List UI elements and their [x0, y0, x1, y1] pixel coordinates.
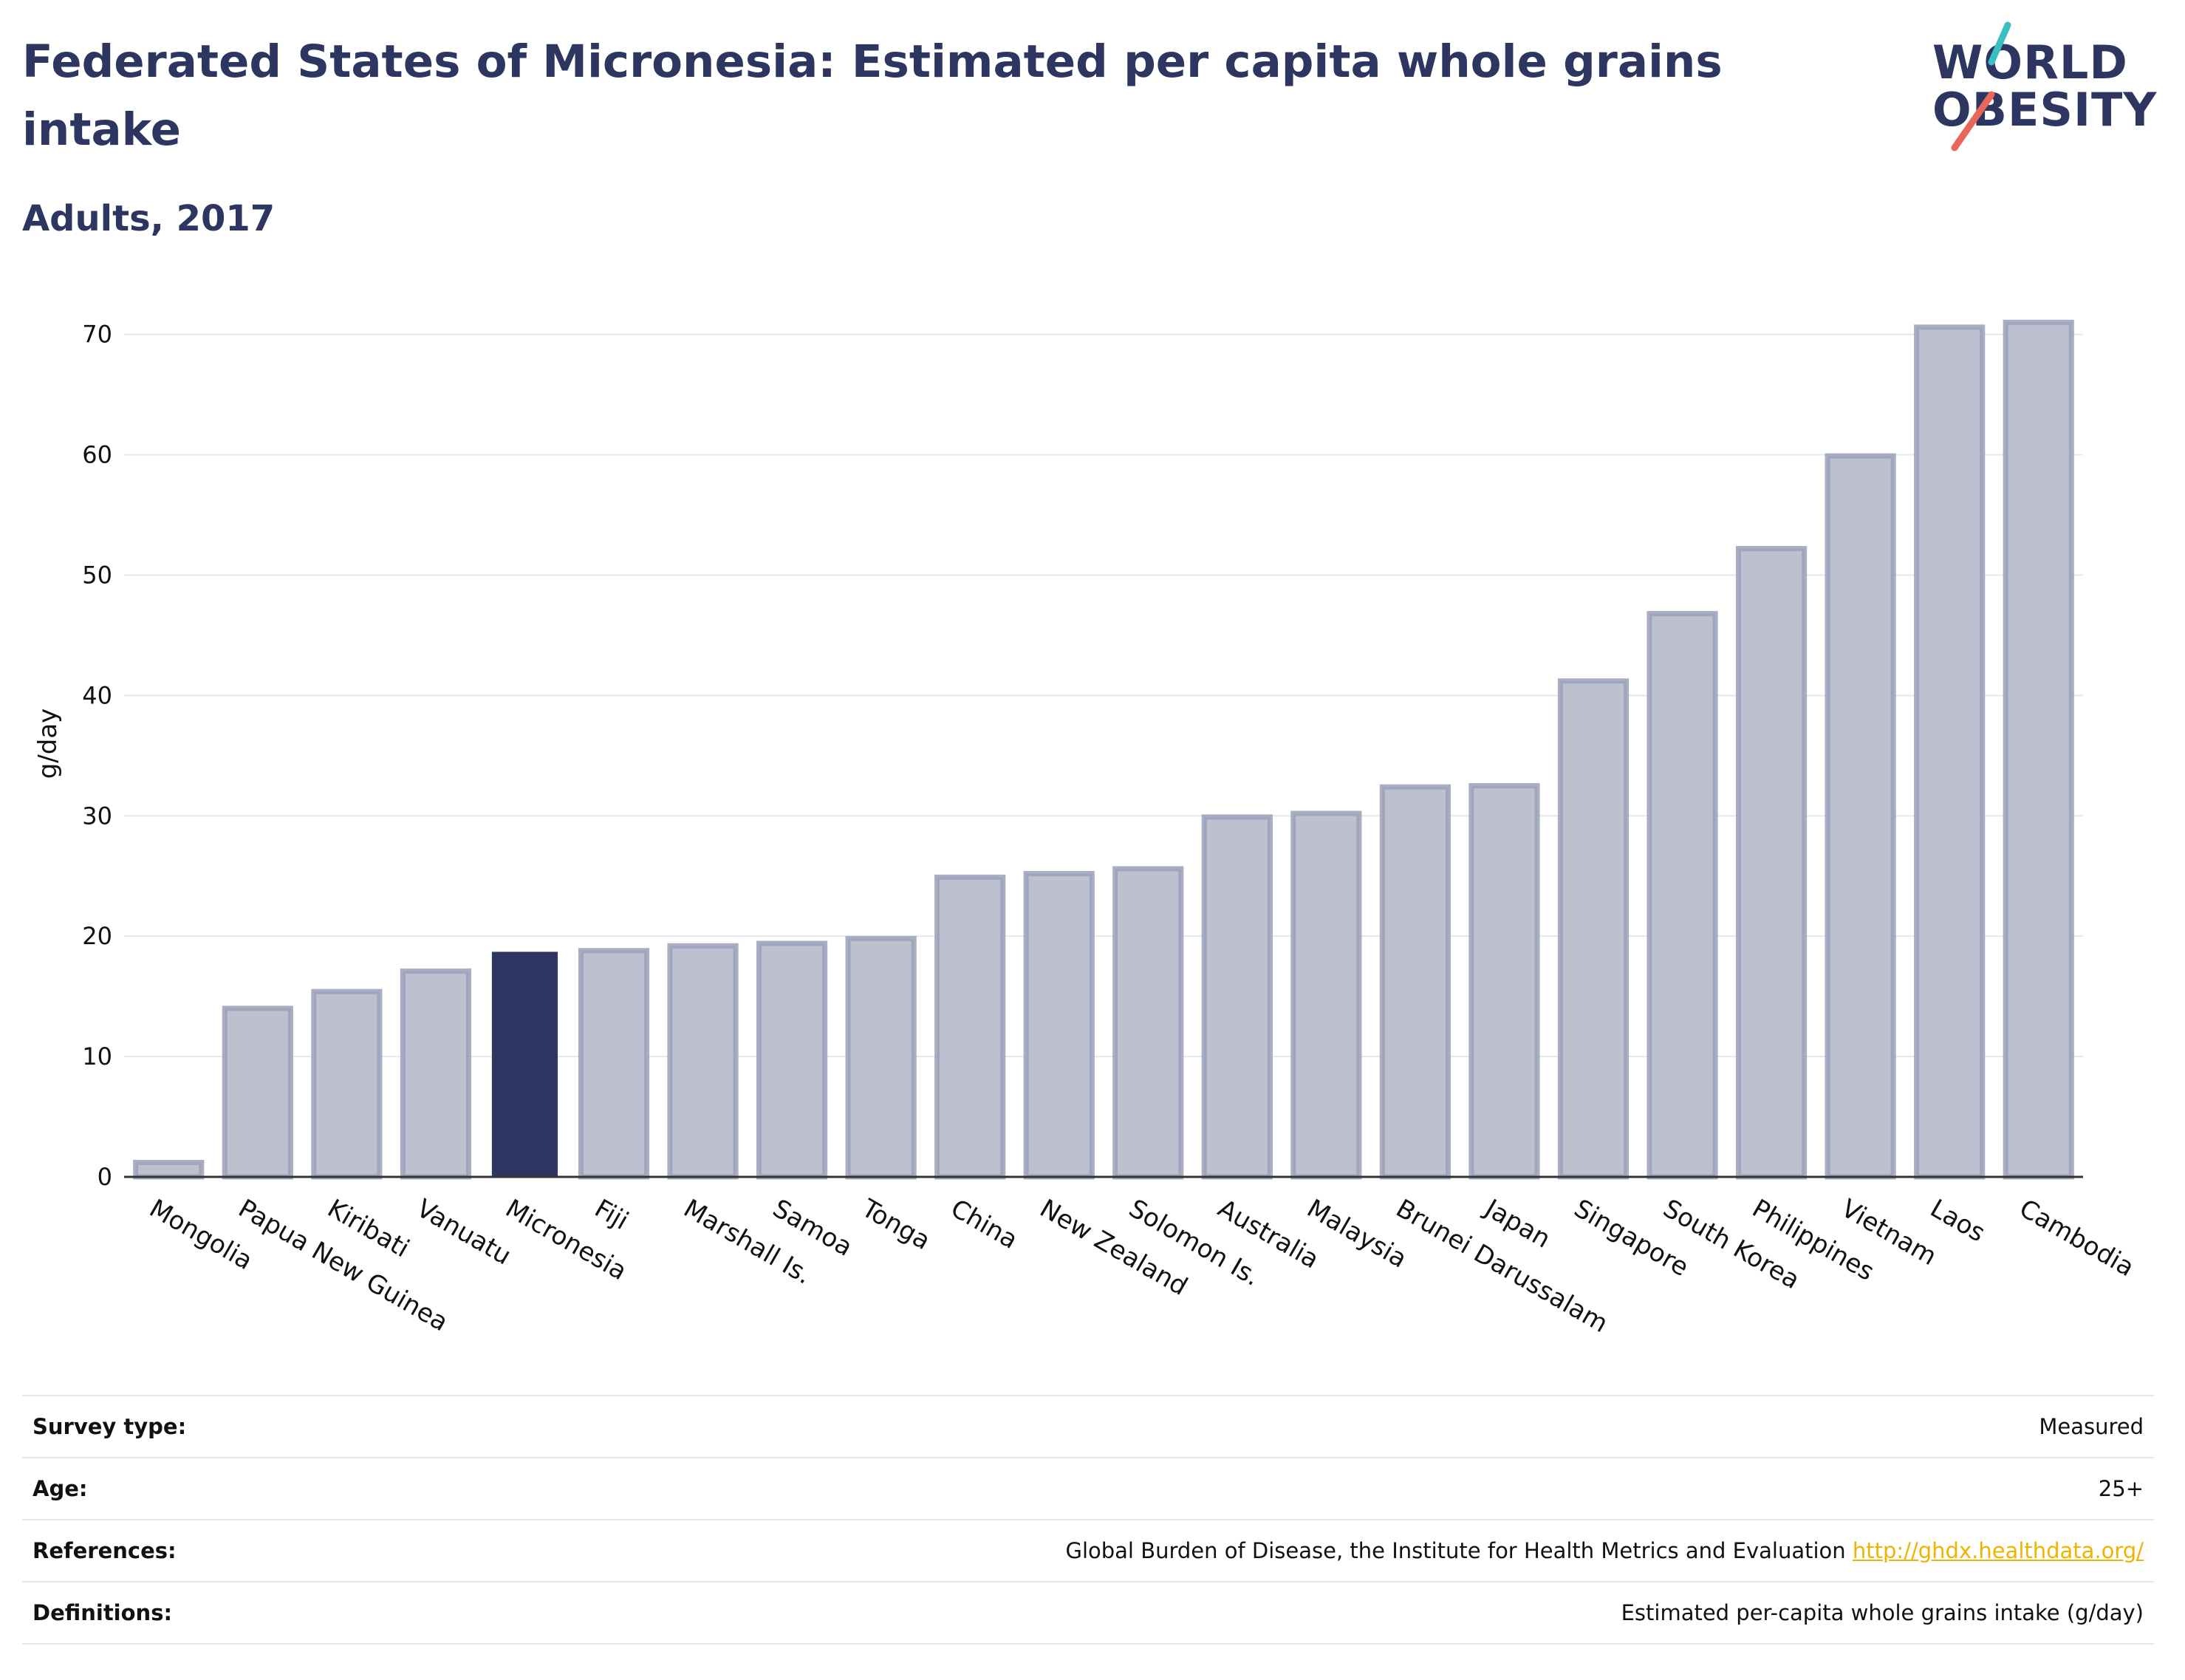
references-value: Global Burden of Disease, the Institute … [1065, 1538, 2144, 1563]
x-tick-label: New Zealand [1035, 1194, 1193, 1302]
y-tick-label: 60 [82, 441, 112, 469]
references-link[interactable]: http://ghdx.healthdata.org/ [1852, 1538, 2144, 1563]
bar [667, 943, 739, 1180]
bar [934, 874, 1006, 1180]
bar [1201, 814, 1273, 1180]
logo-word-1: WORLD [1932, 35, 2128, 89]
bar [133, 1159, 205, 1180]
x-tick-label: Fiji [589, 1194, 633, 1236]
x-tick-label: Laos [1925, 1194, 1990, 1249]
age-value: 25+ [2098, 1476, 2144, 1501]
survey-type-label: Survey type: [33, 1414, 187, 1439]
metadata-table: Survey type: Measured Age: 25+ Reference… [22, 1395, 2154, 1645]
y-tick-label: 10 [82, 1042, 112, 1071]
bar [1647, 611, 1718, 1180]
survey-type-value: Measured [2039, 1414, 2144, 1439]
meta-row-references: References: Global Burden of Disease, th… [22, 1519, 2154, 1581]
y-tick-label: 70 [82, 321, 112, 349]
bar [1112, 866, 1184, 1180]
definitions-value: Estimated per-capita whole grains intake… [1621, 1600, 2144, 1625]
meta-row-survey-type: Survey type: Measured [22, 1395, 2154, 1457]
bar-highlight [491, 952, 558, 1177]
bar [1557, 678, 1630, 1180]
meta-row-age: Age: 25+ [22, 1457, 2154, 1519]
age-label: Age: [33, 1476, 88, 1501]
bar [1379, 784, 1451, 1180]
bar [1735, 546, 1808, 1180]
x-tick-label: Cambodia [2014, 1194, 2139, 1283]
y-axis-label: g/day [33, 708, 63, 779]
logo-slash-icon [1951, 21, 2011, 151]
references-label: References: [33, 1538, 177, 1563]
world-obesity-logo: WORLD OBESITY [1921, 21, 2164, 154]
bar [311, 988, 383, 1180]
x-tick-label: China [946, 1194, 1022, 1255]
x-tick-label: Malaysia [1302, 1194, 1412, 1274]
bar [756, 940, 828, 1180]
definitions-label: Definitions: [33, 1600, 173, 1625]
bar [1914, 324, 1986, 1180]
bar [1468, 783, 1540, 1180]
bar [2003, 319, 2074, 1180]
y-tick-label: 0 [98, 1163, 112, 1191]
bar [1023, 870, 1095, 1180]
x-tick-label: Vanuatu [411, 1194, 516, 1271]
y-tick-label: 30 [82, 802, 112, 830]
references-text: Global Burden of Disease, the Institute … [1065, 1538, 1846, 1563]
bar [222, 1005, 293, 1180]
meta-row-definitions: Definitions: Estimated per-capita whole … [22, 1581, 2154, 1645]
bar [400, 968, 472, 1180]
y-tick-label: 50 [82, 561, 112, 589]
y-tick-label: 40 [82, 681, 112, 709]
bar [578, 948, 650, 1180]
bar [845, 935, 917, 1180]
page-subtitle: Adults, 2017 [22, 198, 276, 239]
y-tick-label: 20 [82, 922, 112, 950]
bar [1290, 810, 1362, 1180]
x-tick-label: Tonga [856, 1193, 935, 1256]
bar [1825, 453, 1896, 1180]
page-title: Federated States of Micronesia: Estimate… [22, 35, 1723, 156]
